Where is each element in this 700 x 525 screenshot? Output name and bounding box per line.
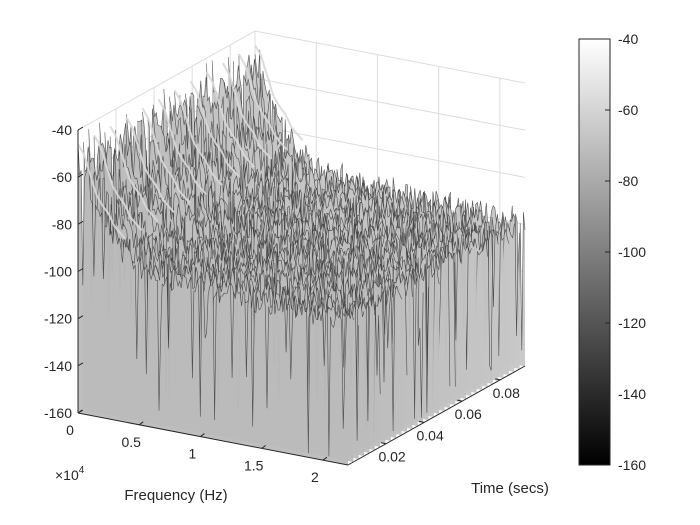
z-tick — [77, 220, 84, 225]
surface-line — [190, 92, 461, 384]
y-tick-label: 0.06 — [455, 406, 482, 422]
z-tick-label: -100 — [44, 264, 72, 280]
surface-line — [142, 111, 413, 414]
surface-ridge — [93, 134, 143, 231]
x-multiplier-base: ×10 — [55, 467, 79, 483]
z-tick-label: -140 — [44, 358, 72, 374]
y-tick-labels: 0.02 0.04 0.06 0.08 — [378, 385, 520, 465]
y-tick-label: 0.02 — [378, 449, 405, 465]
colorbar-tick-label: -120 — [618, 315, 646, 331]
z-tick — [77, 315, 84, 320]
x-tick-labels: 0 0.5 1 1.5 2 — [66, 422, 319, 485]
x-tick — [138, 421, 144, 426]
z-tick-label: -40 — [52, 122, 72, 138]
colorbar-tick-label: -40 — [618, 31, 638, 47]
colorbar-gradient — [578, 38, 611, 466]
colorbar: -40 -60 -80 -100 -120 -140 -160 — [578, 31, 646, 473]
y-tick-label: 0.08 — [493, 385, 520, 401]
surface-ridge — [254, 44, 304, 141]
x-tick-label: 0.5 — [121, 434, 141, 450]
x-axis-line — [77, 412, 349, 466]
y-axis-line — [347, 365, 526, 466]
colorbar-tick-label: -140 — [618, 386, 646, 402]
surface-ridge — [238, 53, 288, 150]
colorbar-ticks: -40 -60 -80 -100 -120 -140 -160 — [605, 31, 646, 473]
z-tick-label: -160 — [44, 405, 72, 421]
y-tick — [380, 442, 387, 445]
surface-ridge — [141, 107, 191, 204]
z-tick — [77, 173, 84, 178]
y-tick — [495, 378, 501, 381]
z-tick — [77, 126, 84, 131]
surface-ridge — [205, 71, 256, 168]
x-tick — [322, 456, 328, 461]
surface-ridge — [125, 116, 175, 213]
colorbar-tick-label: -60 — [618, 102, 638, 118]
x-tick — [77, 409, 83, 414]
y-tick — [419, 420, 425, 423]
surface-line — [211, 60, 483, 369]
y-tick-label: 0.04 — [417, 427, 444, 443]
x-tick-label: 1.5 — [244, 457, 264, 473]
surface-ridge — [109, 125, 159, 222]
y-axis-label: Time (secs) — [471, 480, 549, 497]
surface-ridge — [221, 62, 272, 159]
colorbar-tick-label: -80 — [618, 173, 638, 189]
z-tick — [77, 268, 84, 272]
surface-ridge — [189, 80, 240, 177]
surface-ridge — [77, 143, 127, 240]
x-tick — [200, 433, 205, 437]
y-tick — [457, 399, 463, 402]
z-tick-label: -120 — [44, 311, 72, 327]
axes-lines — [77, 126, 526, 466]
grid-line — [77, 30, 526, 131]
z-tick-label: -80 — [52, 216, 72, 232]
x-axis-multiplier: ×104 — [55, 465, 85, 483]
x-tick-label: 2 — [311, 469, 319, 485]
surface-line — [77, 141, 349, 457]
z-tick-labels: -40 -60 -80 -100 -120 -140 -160 — [44, 122, 72, 421]
colorbar-tick-label: -160 — [618, 457, 646, 473]
x-tick — [261, 444, 266, 449]
colorbar-tick-label: -100 — [618, 244, 646, 260]
x-tick-label: 0 — [66, 422, 74, 438]
spectrogram-surface — [77, 44, 526, 465]
x-axis-label: Frequency (Hz) — [124, 487, 227, 504]
z-tick — [77, 362, 84, 367]
surface-ridge — [173, 89, 223, 186]
z-tick-label: -60 — [52, 169, 72, 185]
surface-ridge — [157, 98, 207, 195]
x-multiplier-exponent: 4 — [79, 465, 85, 476]
x-tick-label: 1 — [189, 446, 197, 462]
